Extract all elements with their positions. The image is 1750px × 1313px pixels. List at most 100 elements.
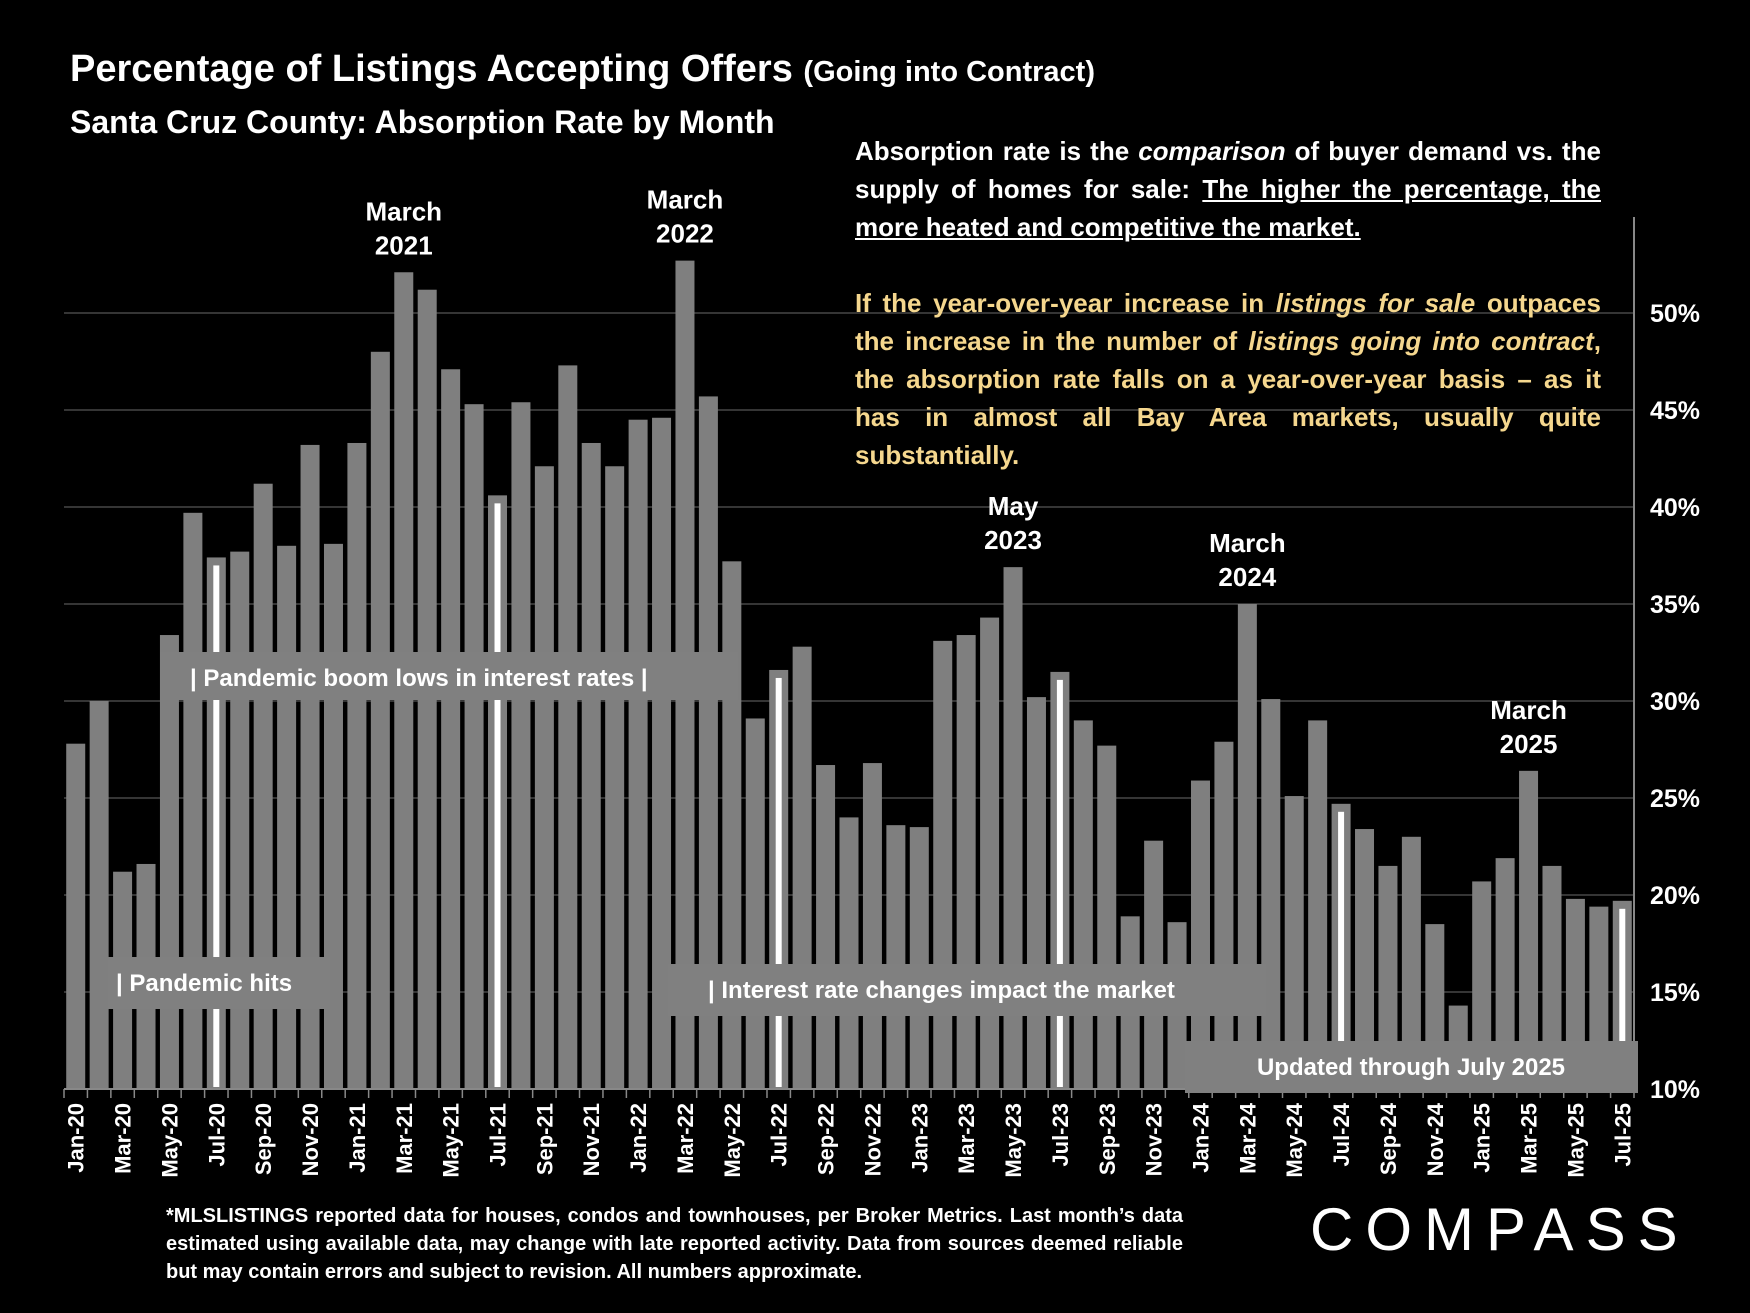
x-tick-label: Sep-22 [814, 1103, 839, 1175]
bar [441, 369, 461, 1089]
compass-logo: COMPASS [1310, 1196, 1690, 1263]
bar [1308, 720, 1328, 1089]
x-tick-label: Jan-25 [1470, 1103, 1495, 1173]
bar [300, 444, 320, 1089]
peak-label: March [647, 185, 724, 215]
bar [534, 466, 554, 1089]
x-tick-label: May-24 [1282, 1102, 1307, 1177]
desc-text: Absorption rate is the [855, 136, 1139, 166]
description-paragraph-2: If the year-over-year increase in listin… [855, 284, 1601, 474]
peak-label: 2025 [1500, 729, 1558, 759]
bar [89, 701, 109, 1089]
x-tick-label: Sep-20 [251, 1103, 276, 1175]
bar [1519, 770, 1539, 1089]
july-marker [1338, 811, 1345, 1087]
bar [1073, 720, 1093, 1089]
bar [253, 483, 273, 1090]
july-marker [1619, 908, 1626, 1087]
x-tick-label: Sep-21 [532, 1103, 557, 1175]
x-tick-label: Jan-23 [907, 1103, 932, 1173]
bar [1097, 745, 1117, 1089]
annotation-updated-box [1185, 1041, 1638, 1093]
bar [1003, 567, 1023, 1089]
x-tick-label: Mar-24 [1235, 1102, 1260, 1174]
x-tick-label: Jul-24 [1329, 1102, 1354, 1166]
chart-title-main: Percentage of Listings Accepting Offers [70, 48, 793, 90]
y-tick-label: 10% [1650, 1076, 1700, 1104]
bar [1237, 604, 1257, 1089]
bar [605, 466, 625, 1089]
x-tick-label: Nov-23 [1142, 1103, 1167, 1176]
annotation-updated-label: Updated through July 2025 [1257, 1054, 1565, 1081]
bar [347, 442, 367, 1090]
bar [1472, 881, 1492, 1089]
peak-label: March [1209, 528, 1286, 558]
x-tick-label: Jan-20 [64, 1103, 89, 1173]
peak-label: March [1490, 695, 1567, 725]
desc-text: If the year-over-year increase in [855, 288, 1276, 318]
x-tick-label: Jul-21 [486, 1103, 511, 1167]
x-tick-label: Jan-24 [1188, 1102, 1213, 1172]
x-tick-label: May-23 [1001, 1103, 1026, 1178]
bar [1214, 741, 1234, 1089]
desc-text: of buyer demand vs. the supply of homes … [855, 136, 1601, 204]
peak-label: 2024 [1218, 562, 1276, 592]
x-tick-label: Mar-21 [392, 1103, 417, 1174]
desc-emphasis: listings going into contract [1248, 326, 1594, 356]
peak-label: March [365, 196, 442, 226]
x-tick-label: Sep-23 [1095, 1103, 1120, 1175]
y-tick-label: 40% [1650, 494, 1700, 522]
y-tick-label: 30% [1650, 688, 1700, 716]
bar [464, 404, 484, 1089]
footnote: *MLSLISTINGS reported data for houses, c… [166, 1205, 1183, 1283]
annotation-pandemic-hits-box [108, 957, 330, 1009]
desc-emphasis: listings for sale [1275, 288, 1476, 318]
y-tick-label: 35% [1650, 591, 1700, 619]
y-tick-label: 45% [1650, 397, 1700, 425]
bar [839, 817, 859, 1089]
x-tick-label: Jul-23 [1048, 1103, 1073, 1167]
july-marker [1056, 679, 1063, 1087]
peak-label: 2022 [656, 219, 714, 249]
bar [792, 646, 812, 1089]
desc-text: , the absorption rate falls on a year-ov… [855, 326, 1601, 470]
x-tick-label: Nov-21 [579, 1103, 604, 1176]
y-tick-label: 15% [1650, 979, 1700, 1007]
july-marker [775, 677, 782, 1087]
desc-emphasis: comparison [1138, 136, 1286, 166]
x-tick-label: Jul-25 [1610, 1103, 1635, 1167]
x-tick-label: Jul-22 [767, 1103, 792, 1167]
annotation-interest-rate-box [668, 964, 1266, 1016]
chart-title: Percentage of Listings Accepting Offers … [70, 48, 1095, 91]
bar [159, 635, 179, 1089]
x-tick-label: Jul-20 [204, 1103, 229, 1167]
description-paragraph-1: Absorption rate is the comparison of buy… [855, 132, 1601, 246]
bar [581, 442, 601, 1090]
bar [558, 365, 578, 1089]
x-tick-label: May-22 [720, 1103, 745, 1178]
bar [628, 419, 648, 1089]
absorption-chart: 10% 15% 20% 25% 30% 35% 40% 45% 50% Jan-20 Mar-20 M… [63, 185, 1700, 1178]
y-tick-label: 25% [1650, 785, 1700, 813]
bar [886, 825, 906, 1089]
bar [862, 763, 882, 1089]
july-marker [494, 503, 501, 1087]
peak-label: May [988, 491, 1039, 521]
x-tick-label: May-20 [157, 1103, 182, 1178]
x-tick-label: May-21 [439, 1103, 464, 1178]
bar [956, 635, 976, 1089]
bar [816, 765, 836, 1089]
bar [745, 718, 765, 1089]
bar [1284, 796, 1304, 1089]
x-tick-label: Nov-22 [860, 1103, 885, 1176]
bar [980, 617, 1000, 1089]
bar [66, 743, 86, 1089]
y-tick-label: 20% [1650, 882, 1700, 910]
july-marker [213, 565, 220, 1087]
bar [652, 417, 672, 1089]
x-tick-label: Nov-20 [298, 1103, 323, 1176]
bar [370, 351, 390, 1089]
description-panel: Absorption rate is the comparison of buy… [855, 132, 1601, 474]
y-tick-label: 50% [1650, 300, 1700, 328]
x-tick-label: Mar-23 [954, 1103, 979, 1174]
